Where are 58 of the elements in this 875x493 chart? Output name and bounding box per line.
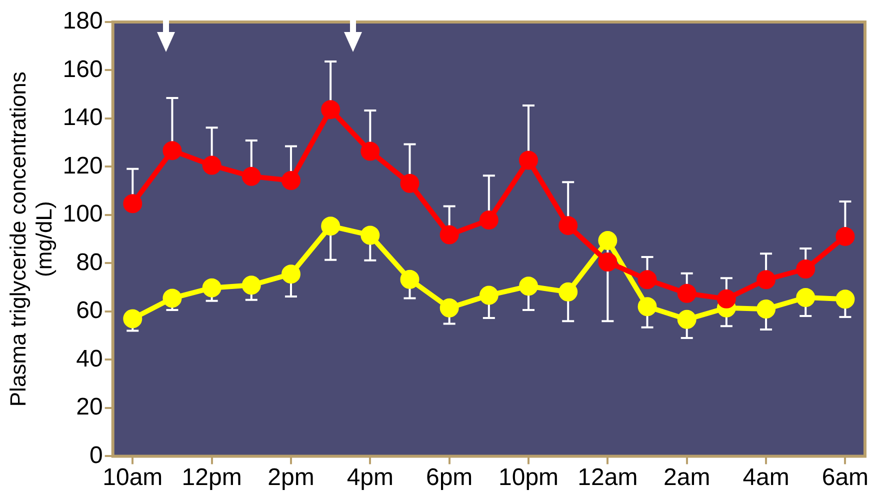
x-tick-label: 6am: [822, 464, 869, 492]
point: [242, 166, 261, 186]
point: [558, 282, 578, 302]
x-tick-label: 4pm: [346, 464, 394, 492]
point: [756, 300, 776, 319]
x-tick-label: 4am: [742, 464, 790, 492]
y-tick-label: 160: [62, 56, 103, 83]
y-tick-label: 0: [89, 442, 103, 469]
point: [836, 226, 855, 246]
y-tick-label: 80: [76, 248, 103, 276]
x-tick-label: 2am: [664, 464, 710, 492]
x-tick-label: 10am: [102, 464, 163, 492]
point: [360, 142, 380, 161]
x-tick-label: 2pm: [268, 464, 314, 492]
x-tick-label: 12pm: [182, 464, 242, 492]
point: [756, 270, 776, 290]
y-tick-label: 60: [76, 297, 103, 324]
point: [400, 270, 420, 289]
point: [440, 225, 459, 244]
point: [202, 156, 222, 175]
point: [479, 210, 498, 230]
point: [598, 231, 618, 250]
point: [716, 289, 736, 308]
point: [281, 264, 300, 284]
point: [677, 284, 696, 303]
point: [123, 309, 142, 328]
point: [598, 252, 618, 272]
y-tick-label: 180: [62, 8, 103, 35]
point: [558, 216, 578, 236]
point: [440, 298, 459, 318]
point: [796, 260, 816, 279]
x-tick-label: 12am: [578, 464, 638, 492]
point: [479, 286, 498, 305]
point: [162, 288, 182, 308]
point: [202, 278, 222, 298]
point: [519, 276, 538, 296]
point: [321, 216, 340, 236]
point: [796, 288, 816, 307]
y-tick-label: 40: [76, 345, 103, 372]
y-axis-title: Plasma triglyceride concentrations (mg/dL): [5, 72, 57, 407]
point: [400, 174, 420, 193]
point: [123, 194, 142, 214]
point: [281, 170, 300, 190]
point: [360, 226, 380, 245]
point: [242, 276, 261, 295]
y-tick-label: 120: [62, 152, 103, 180]
point: [519, 150, 538, 170]
point: [638, 297, 657, 316]
x-tick-label: 10pm: [498, 464, 559, 492]
point: [677, 310, 696, 329]
y-tick-label: 20: [76, 394, 103, 421]
point: [162, 141, 182, 160]
y-tick-label: 100: [62, 200, 103, 228]
point: [836, 290, 855, 309]
point: [638, 270, 657, 290]
y-tick-label: 140: [62, 104, 103, 132]
x-tick-label: 6pm: [426, 464, 473, 492]
point: [321, 100, 340, 120]
